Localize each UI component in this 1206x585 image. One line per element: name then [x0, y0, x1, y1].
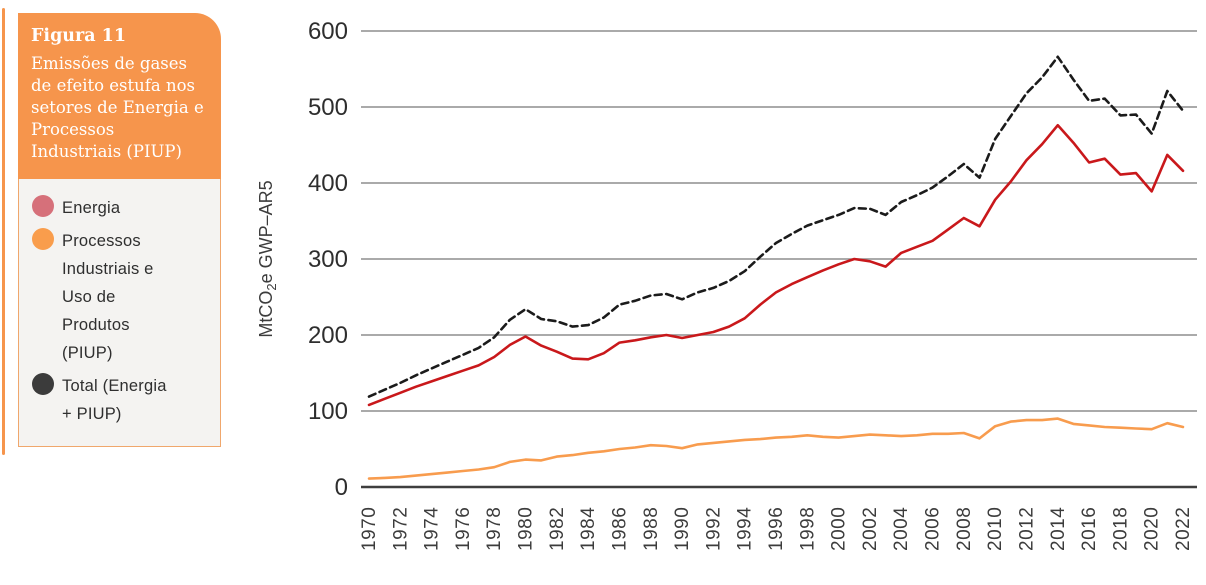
series-line-energia: [367, 123, 1185, 407]
x-tick-2006: 2006: [923, 507, 944, 551]
x-tick-1974: 1974: [422, 507, 443, 551]
x-tick-2018: 2018: [1110, 507, 1131, 551]
y-tick-500: 500: [308, 94, 348, 121]
total-marker-icon: [32, 373, 54, 395]
figure-header: Figura 11 Emissões de gases de efeito es…: [18, 13, 221, 179]
legend-label-piup: Processos Industriais e Uso de Produtos …: [62, 232, 154, 362]
figure-title: Emissões de gases de efeito estufa nos s…: [31, 54, 204, 161]
x-tick-2000: 2000: [829, 507, 850, 551]
x-tick-1972: 1972: [390, 507, 411, 551]
y-tick-300: 300: [308, 246, 348, 273]
x-tick-1998: 1998: [797, 507, 818, 551]
x-tick-1980: 1980: [516, 507, 537, 551]
x-tick-1986: 1986: [609, 507, 630, 551]
x-tick-2008: 2008: [954, 507, 975, 551]
legend-label-energia: Energia: [62, 199, 121, 217]
x-tick-2014: 2014: [1048, 507, 1069, 551]
legend-label-total: Total (Energia + PIUP): [62, 377, 167, 423]
legend: Energia Processos Industriais e Uso de P…: [18, 179, 221, 447]
legend-item-total: Total (Energia + PIUP): [32, 372, 208, 428]
y-tick-100: 100: [308, 398, 348, 425]
x-tick-1978: 1978: [484, 507, 505, 551]
legend-item-piup: Processos Industriais e Uso de Produtos …: [32, 227, 208, 367]
x-tick-2002: 2002: [860, 507, 881, 551]
x-tick-1982: 1982: [547, 507, 568, 551]
x-tick-2016: 2016: [1079, 507, 1100, 551]
x-tick-1994: 1994: [735, 507, 756, 551]
x-tick-2010: 2010: [985, 507, 1006, 551]
x-tick-1988: 1988: [641, 507, 662, 551]
energia-marker-icon: [32, 195, 54, 217]
series-line-processos-industriais-e-uso-de-produtos-piup: [367, 417, 1185, 480]
x-tick-1992: 1992: [703, 507, 724, 551]
y-tick-0: 0: [335, 474, 348, 501]
y-tick-600: 600: [308, 18, 348, 45]
legend-card: Figura 11 Emissões de gases de efeito es…: [18, 13, 221, 447]
x-tick-1970: 1970: [359, 507, 380, 551]
legend-item-energia: Energia: [32, 194, 208, 222]
x-tick-2004: 2004: [891, 507, 912, 551]
y-axis-label: MtCO2e GWP–AR5: [256, 180, 279, 337]
y-tick-400: 400: [308, 170, 348, 197]
x-tick-1990: 1990: [672, 507, 693, 551]
piup-marker-icon: [32, 228, 54, 250]
figure-label: Figura 11: [31, 26, 127, 46]
accent-bar: [2, 8, 5, 455]
series-line-total-energia-piup: [367, 55, 1185, 398]
y-tick-200: 200: [308, 322, 348, 349]
x-tick-2022: 2022: [1173, 507, 1194, 551]
x-tick-1996: 1996: [766, 507, 787, 551]
x-tick-1984: 1984: [578, 507, 599, 551]
x-tick-2020: 2020: [1142, 507, 1163, 551]
x-tick-1976: 1976: [453, 507, 474, 551]
x-tick-2012: 2012: [1016, 507, 1037, 551]
